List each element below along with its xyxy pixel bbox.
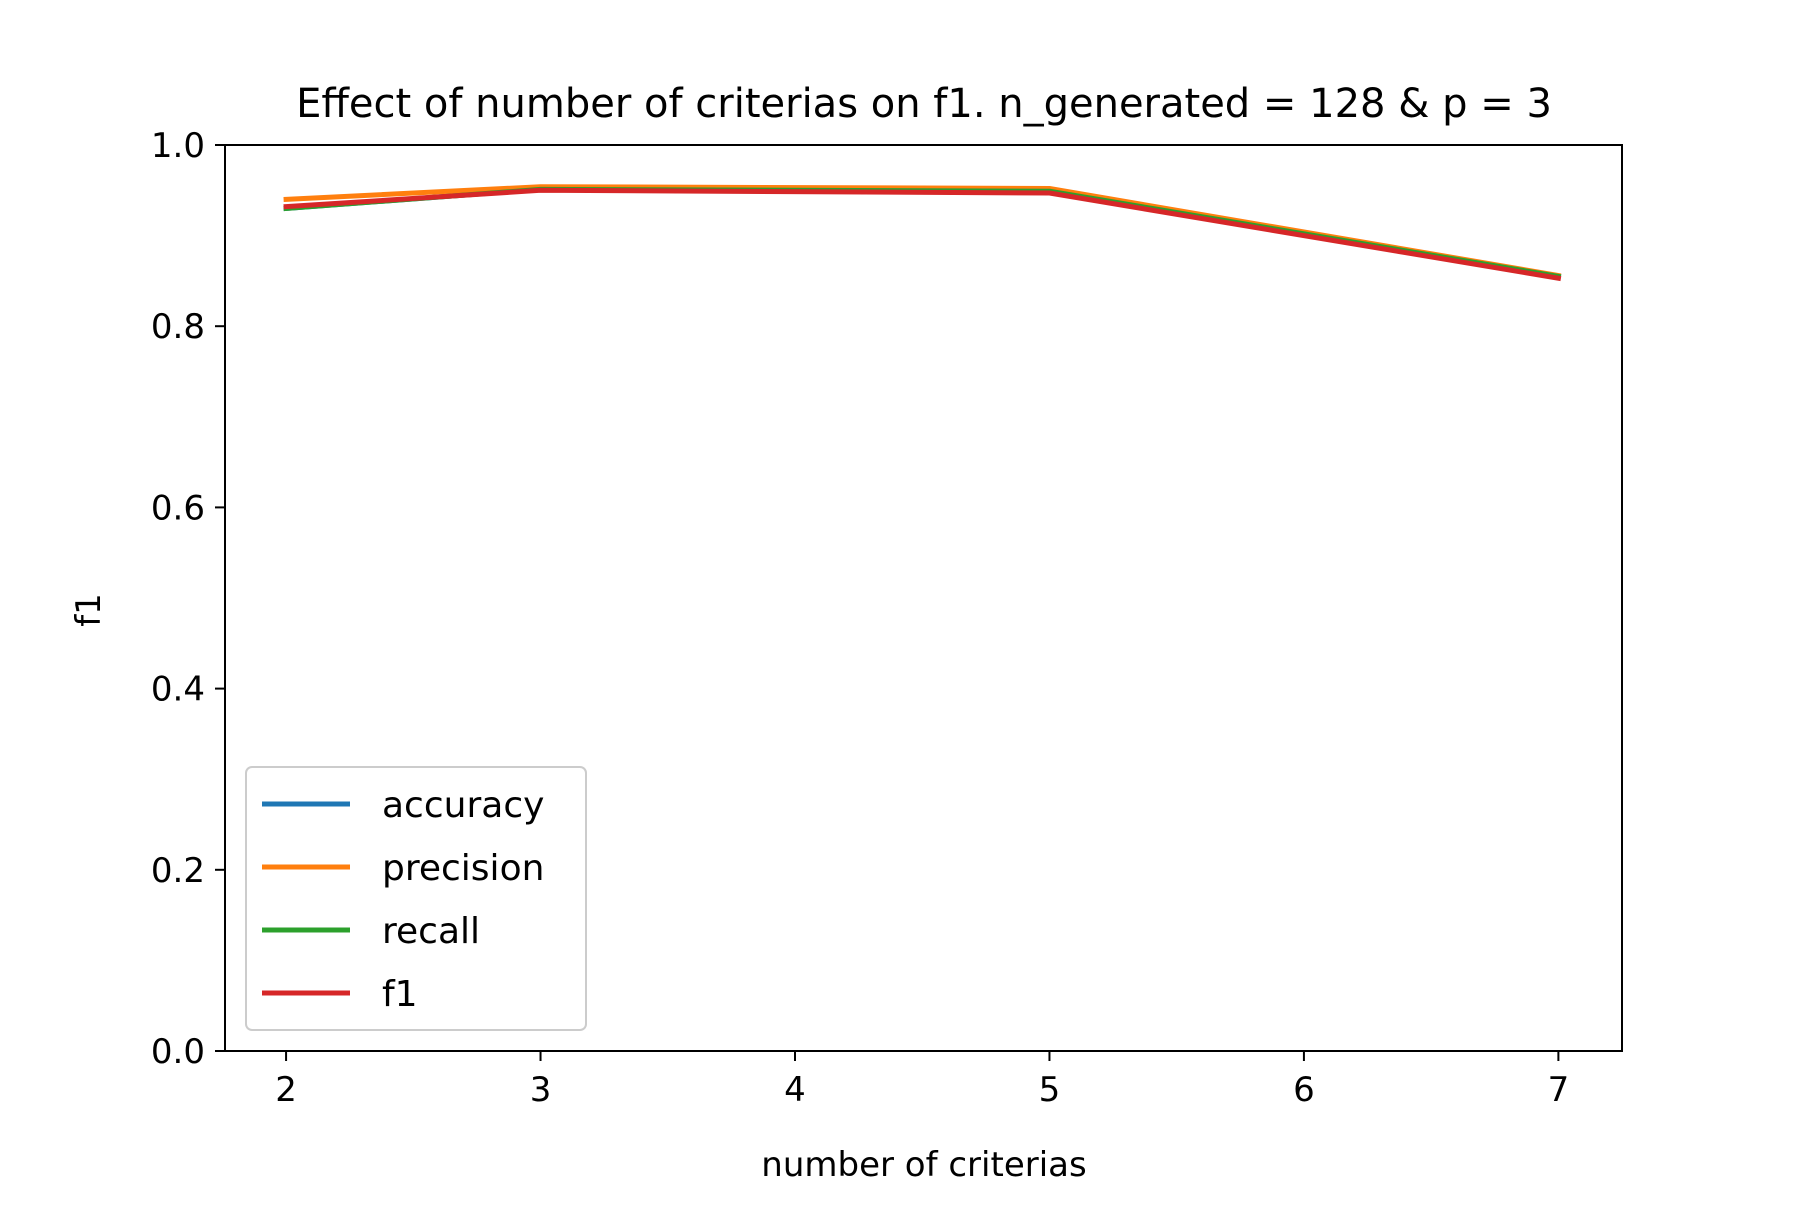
legend-label-accuracy: accuracy [382, 785, 544, 826]
x-tick-label: 5 [1039, 1070, 1061, 1110]
x-axis-label: number of criterias [761, 1145, 1086, 1185]
legend-label-precision: precision [382, 848, 544, 889]
x-tick-label: 3 [530, 1070, 552, 1110]
x-tick-label: 6 [1293, 1070, 1315, 1110]
x-tick-label: 2 [275, 1070, 297, 1110]
legend-label-recall: recall [382, 911, 480, 952]
y-tick-label: 0.4 [151, 670, 205, 710]
series-line-f1 [283, 187, 1562, 282]
legend-box [245, 766, 587, 1031]
x-tick-label: 4 [784, 1070, 806, 1110]
y-axis-label: f1 [69, 593, 109, 627]
y-tick-label: 0.6 [151, 488, 205, 528]
legend: accuracy precision recall f1 [245, 766, 587, 1031]
y-tick-label: 0.2 [151, 851, 205, 891]
y-tick-label: 0.0 [151, 1032, 205, 1072]
chart-title: Effect of number of criterias on f1. n_g… [296, 81, 1552, 127]
plot-area: 2 3 4 5 6 7 0.0 0.2 0.4 0.6 0.8 1.0 [151, 126, 1623, 1110]
x-tick-label: 7 [1548, 1070, 1570, 1110]
legend-label-f1: f1 [382, 974, 418, 1015]
y-tick-label: 1.0 [151, 126, 205, 166]
y-tick-label: 0.8 [151, 307, 205, 347]
axes-frame [224, 144, 1623, 1052]
